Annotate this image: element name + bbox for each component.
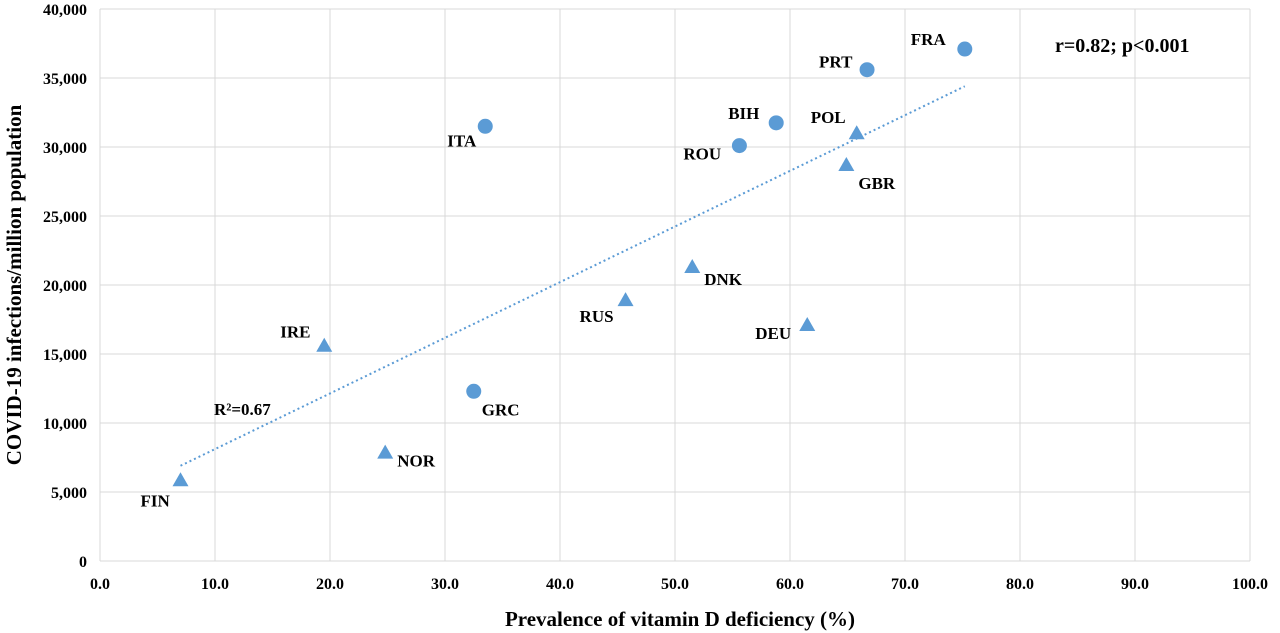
y-tick-label: 30,000 — [43, 140, 87, 157]
point-marker-pol — [848, 125, 865, 140]
point-label-deu: DEU — [755, 324, 791, 343]
point-marker-gbr — [838, 156, 855, 171]
point-marker-grc — [466, 383, 482, 399]
r-squared-label: R²=0.67 — [214, 400, 271, 419]
tick-labels: 0.0 10.0 20.0 30.0 40.0 50.0 60.0 70.0 80.0 90.0 1… — [43, 2, 1268, 593]
y-tick-label: 40,000 — [43, 2, 87, 19]
point-label-gbr: GBR — [858, 174, 896, 193]
x-tick-label: 90.0 — [1121, 576, 1149, 593]
data-points — [172, 41, 973, 487]
point-marker-ita — [477, 118, 493, 134]
point-marker-nor — [377, 444, 394, 459]
x-tick-label: 80.0 — [1006, 576, 1034, 593]
point-label-fra: FRA — [911, 30, 947, 49]
point-label-fin: FIN — [141, 491, 171, 510]
point-label-nor: NOR — [397, 452, 436, 471]
x-tick-label: 100.0 — [1232, 576, 1268, 593]
y-axis-title: COVID-19 infections/million population — [2, 104, 26, 465]
x-tick-label: 40.0 — [546, 576, 574, 593]
point-marker-fra — [957, 41, 973, 57]
point-marker-dnk — [684, 259, 701, 274]
trendline — [180, 85, 966, 467]
grid-lines — [99, 8, 1251, 562]
x-tick-label: 20.0 — [316, 576, 344, 593]
y-tick-label: 10,000 — [43, 416, 87, 433]
point-label-dnk: DNK — [704, 270, 743, 289]
point-marker-fin — [172, 472, 189, 487]
y-tick-label: 35,000 — [43, 71, 87, 88]
point-marker-rou — [731, 138, 747, 154]
point-label-rus: RUS — [580, 307, 614, 326]
point-label-pol: POL — [811, 108, 846, 127]
x-tick-label: 50.0 — [661, 576, 689, 593]
x-tick-label: 0.0 — [90, 576, 110, 593]
y-tick-label: 5,000 — [51, 485, 87, 502]
x-tick-label: 60.0 — [776, 576, 804, 593]
y-tick-label: 15,000 — [43, 347, 87, 364]
point-marker-deu — [799, 317, 816, 332]
y-tick-label: 25,000 — [43, 209, 87, 226]
point-label-prt: PRT — [819, 53, 853, 72]
y-tick-label: 20,000 — [43, 278, 87, 295]
point-label-ita: ITA — [447, 131, 477, 150]
point-label-bih: BIH — [728, 104, 759, 123]
point-label-ire: IRE — [280, 323, 310, 342]
point-marker-bih — [768, 115, 784, 131]
correlation-stat-label: r=0.82; p<0.001 — [1055, 35, 1189, 57]
point-marker-rus — [617, 292, 634, 307]
trendline-layer — [180, 85, 966, 467]
x-tick-label: 30.0 — [431, 576, 459, 593]
point-label-rou: ROU — [683, 145, 721, 164]
y-tick-label: 0 — [79, 554, 87, 571]
x-tick-label: 70.0 — [891, 576, 919, 593]
point-label-grc: GRC — [482, 400, 520, 419]
x-axis-title: Prevalence of vitamin D deficiency (%) — [505, 607, 855, 631]
x-tick-label: 10.0 — [201, 576, 229, 593]
point-marker-prt — [859, 62, 875, 78]
point-marker-ire — [316, 337, 333, 352]
point-labels: FRA PRT BIH ROU ITA GRC POL GBR DNK RUS DEU IRE NOR F… — [141, 30, 947, 510]
